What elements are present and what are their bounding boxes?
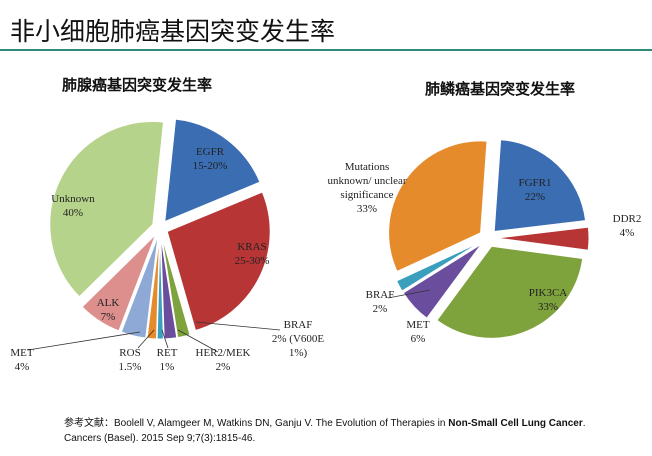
slice-label: ALK 7% [88,296,128,324]
reference-emphasis: Non-Small Cell Lung Cancer [448,418,583,429]
pie-slice [436,245,584,339]
reference-text: . Cancers (Basel). 2015 Sep 9;7(3):1815-… [64,418,586,444]
slide-title: 非小细胞肺癌基因突变发生率 [10,17,336,46]
value-label: 1.5% [118,361,142,373]
slice-label: RET 1% [150,346,184,374]
chart-title: 肺腺癌基因突变发生率 [62,76,213,94]
slice-label: HER2/MEK 2% [188,346,258,374]
category-label: FGFR1 [518,177,552,189]
reference-text: 参考文献：Boolell V, Alamgeer M, Watkins DN, … [64,418,449,429]
pie-slice [402,243,482,319]
value-label: 40% [62,207,84,219]
pie-slice [388,140,488,273]
leader-line [387,289,431,299]
pie-slice [164,118,261,223]
pie-slice [395,241,481,292]
leader-line [137,329,155,349]
slice-label: KRAS 25-30% [222,240,282,268]
leader-line [161,329,169,349]
value-label: 6% [410,333,426,345]
slice-label: EGFR 15-20% [180,145,240,173]
slice-label: MET 4% [2,346,42,374]
value-label: 22% [524,191,546,203]
value-label: 25-30% [234,255,270,267]
slice-label: BRAF 2% (V600E 1%) [262,318,334,360]
pie-slice [160,235,178,340]
category-label: HER2/MEK [195,347,251,359]
category-label: MET [10,347,34,359]
slice-label: PIK3CA 33% [518,286,578,314]
value-label: 7% [100,311,116,323]
category-label: BRAF [365,289,395,301]
pie-slice [493,139,587,233]
category-label: MET [406,319,430,331]
value-label: 2% [215,361,231,373]
pie-slice [166,191,271,332]
category-label: Mutations unknown/ unclear significance [327,161,407,201]
category-label: BRAF [283,319,313,331]
value-label: 4% [619,227,635,239]
category-label: ALK [96,297,120,309]
value-label: 2% (V600E 1%) [271,333,325,359]
reference: 参考文献：Boolell V, Alamgeer M, Watkins DN, … [64,416,604,446]
pie-slice [496,226,590,251]
category-label: DDR2 [612,213,642,225]
category-label: PIK3CA [528,287,568,299]
value-label: 4% [14,361,30,373]
category-label: ROS [119,347,141,359]
category-label: KRAS [237,241,267,253]
slice-label: ROS 1.5% [112,346,148,374]
pie-slice [161,235,191,339]
leader-line [177,329,219,353]
pie-slice [156,235,164,340]
category-label: Unknown [51,193,95,205]
value-label: 2% [372,303,388,315]
pie-slice [120,235,159,339]
value-label: 33% [356,203,378,215]
category-label: RET [156,347,178,359]
slice-label: MET 6% [398,318,438,346]
slice-label: DDR2 4% [604,212,650,240]
slice-label: Unknown 40% [38,192,108,220]
pie-slice [81,234,157,332]
slice-label: FGFR1 22% [505,176,565,204]
value-label: 1% [159,361,175,373]
value-label: 33% [537,301,559,313]
leader-line [195,321,281,331]
chart-title: 肺鳞癌基因突变发生率 [425,80,576,98]
slice-label: BRAF 2% [360,288,400,316]
leader-line [27,331,141,351]
value-label: 15-20% [192,160,228,172]
pie-slice [49,121,165,298]
category-label: EGFR [195,146,225,158]
slice-label: Mutations unknown/ unclear significance 3… [322,160,412,216]
